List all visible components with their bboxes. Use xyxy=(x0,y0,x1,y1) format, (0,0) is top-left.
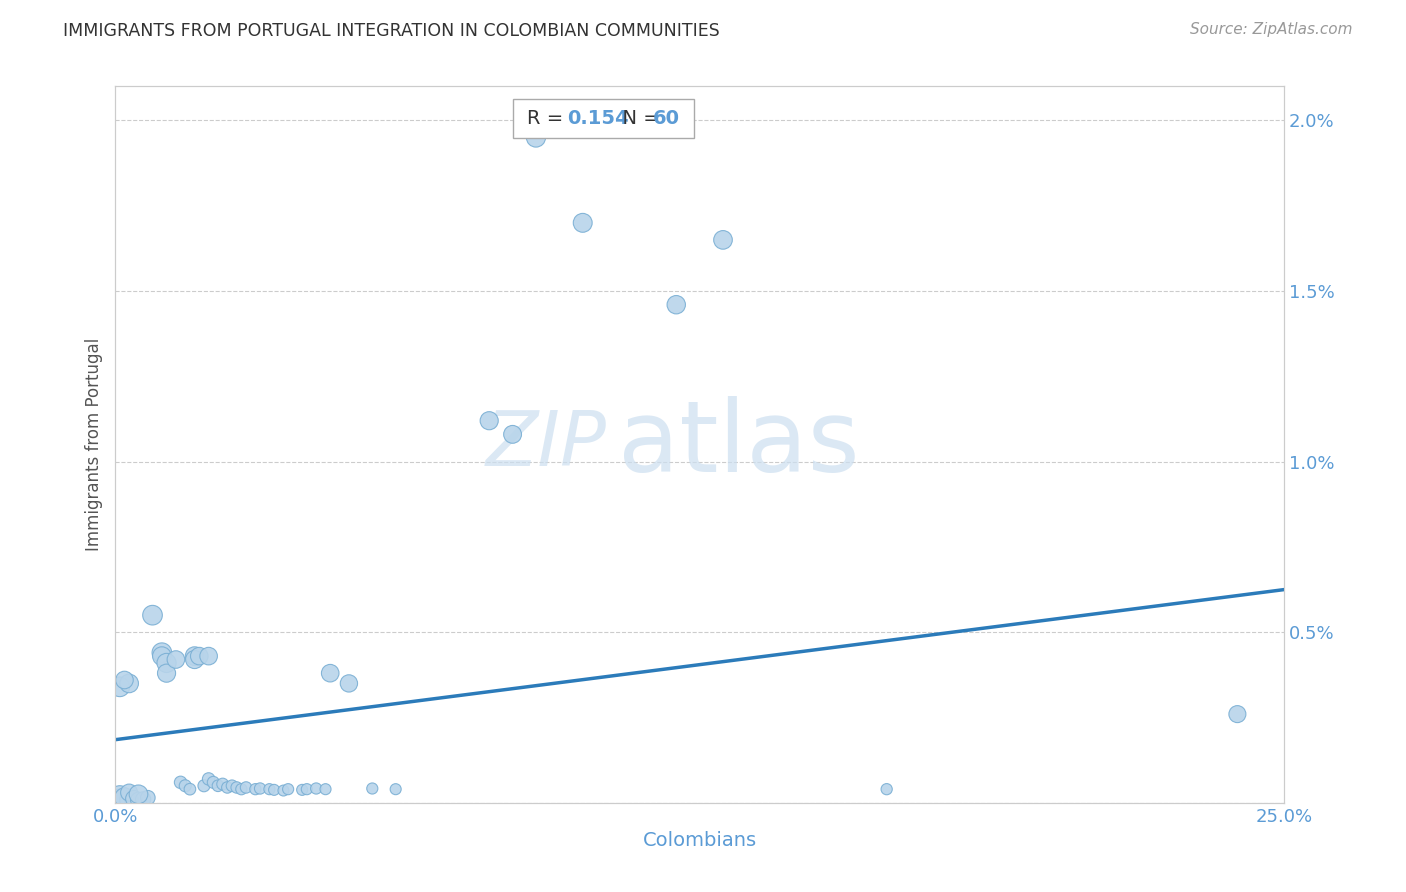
Point xyxy=(249,781,271,796)
Point xyxy=(118,793,141,807)
Point xyxy=(118,676,141,690)
Point xyxy=(122,794,145,808)
Point xyxy=(211,777,233,791)
Text: IMMIGRANTS FROM PORTUGAL INTEGRATION IN COLOMBIAN COMMUNITIES: IMMIGRANTS FROM PORTUGAL INTEGRATION IN … xyxy=(63,22,720,40)
Point xyxy=(315,782,337,797)
Point xyxy=(225,780,247,795)
Y-axis label: Immigrants from Portugal: Immigrants from Portugal xyxy=(86,338,103,551)
Point xyxy=(231,782,253,797)
Point xyxy=(122,791,145,805)
Point xyxy=(155,666,177,681)
Text: R =: R = xyxy=(527,109,569,128)
Point xyxy=(245,782,267,797)
Point xyxy=(197,649,219,664)
Point xyxy=(478,414,501,428)
Point xyxy=(876,782,898,797)
Point xyxy=(277,782,299,797)
Point xyxy=(197,772,219,786)
Point xyxy=(188,649,211,664)
Text: 60: 60 xyxy=(652,109,681,128)
Point xyxy=(108,680,131,694)
Point xyxy=(136,790,159,805)
Point xyxy=(291,782,314,797)
Point xyxy=(305,781,328,796)
Point xyxy=(141,608,163,623)
Text: Source: ZipAtlas.com: Source: ZipAtlas.com xyxy=(1189,22,1353,37)
Text: 0.154: 0.154 xyxy=(568,109,628,128)
Text: N =: N = xyxy=(610,109,665,128)
Point xyxy=(263,782,285,797)
Point xyxy=(193,779,215,793)
Point xyxy=(165,652,187,666)
Point xyxy=(183,649,205,664)
Point xyxy=(207,779,229,793)
Point xyxy=(108,789,131,803)
Point xyxy=(179,782,201,797)
Point xyxy=(217,780,239,795)
Point xyxy=(108,794,131,808)
Point xyxy=(221,779,243,793)
Point xyxy=(183,652,205,666)
Point xyxy=(319,666,342,681)
Text: atlas: atlas xyxy=(617,396,859,493)
Point xyxy=(127,787,149,801)
Point xyxy=(295,782,318,797)
Point xyxy=(118,786,141,800)
Point xyxy=(502,427,524,442)
Point xyxy=(150,649,173,664)
Point xyxy=(202,775,225,789)
Point xyxy=(665,298,688,312)
Point xyxy=(114,673,136,687)
Point xyxy=(132,792,155,806)
Point xyxy=(273,783,295,797)
Point xyxy=(571,216,593,230)
Point xyxy=(524,130,547,145)
Point xyxy=(1226,707,1249,722)
Point xyxy=(259,782,281,797)
Point xyxy=(169,775,191,789)
Point xyxy=(361,781,384,796)
Point xyxy=(114,792,136,806)
Point xyxy=(174,779,197,793)
Point xyxy=(337,676,360,690)
Point xyxy=(711,233,734,247)
Point xyxy=(235,780,257,795)
FancyBboxPatch shape xyxy=(513,98,693,138)
Point xyxy=(384,782,406,797)
Point xyxy=(127,793,149,807)
X-axis label: Colombians: Colombians xyxy=(643,831,756,850)
Point xyxy=(114,790,136,805)
Text: ZIP: ZIP xyxy=(485,408,606,482)
Point xyxy=(155,656,177,670)
Point xyxy=(150,646,173,660)
